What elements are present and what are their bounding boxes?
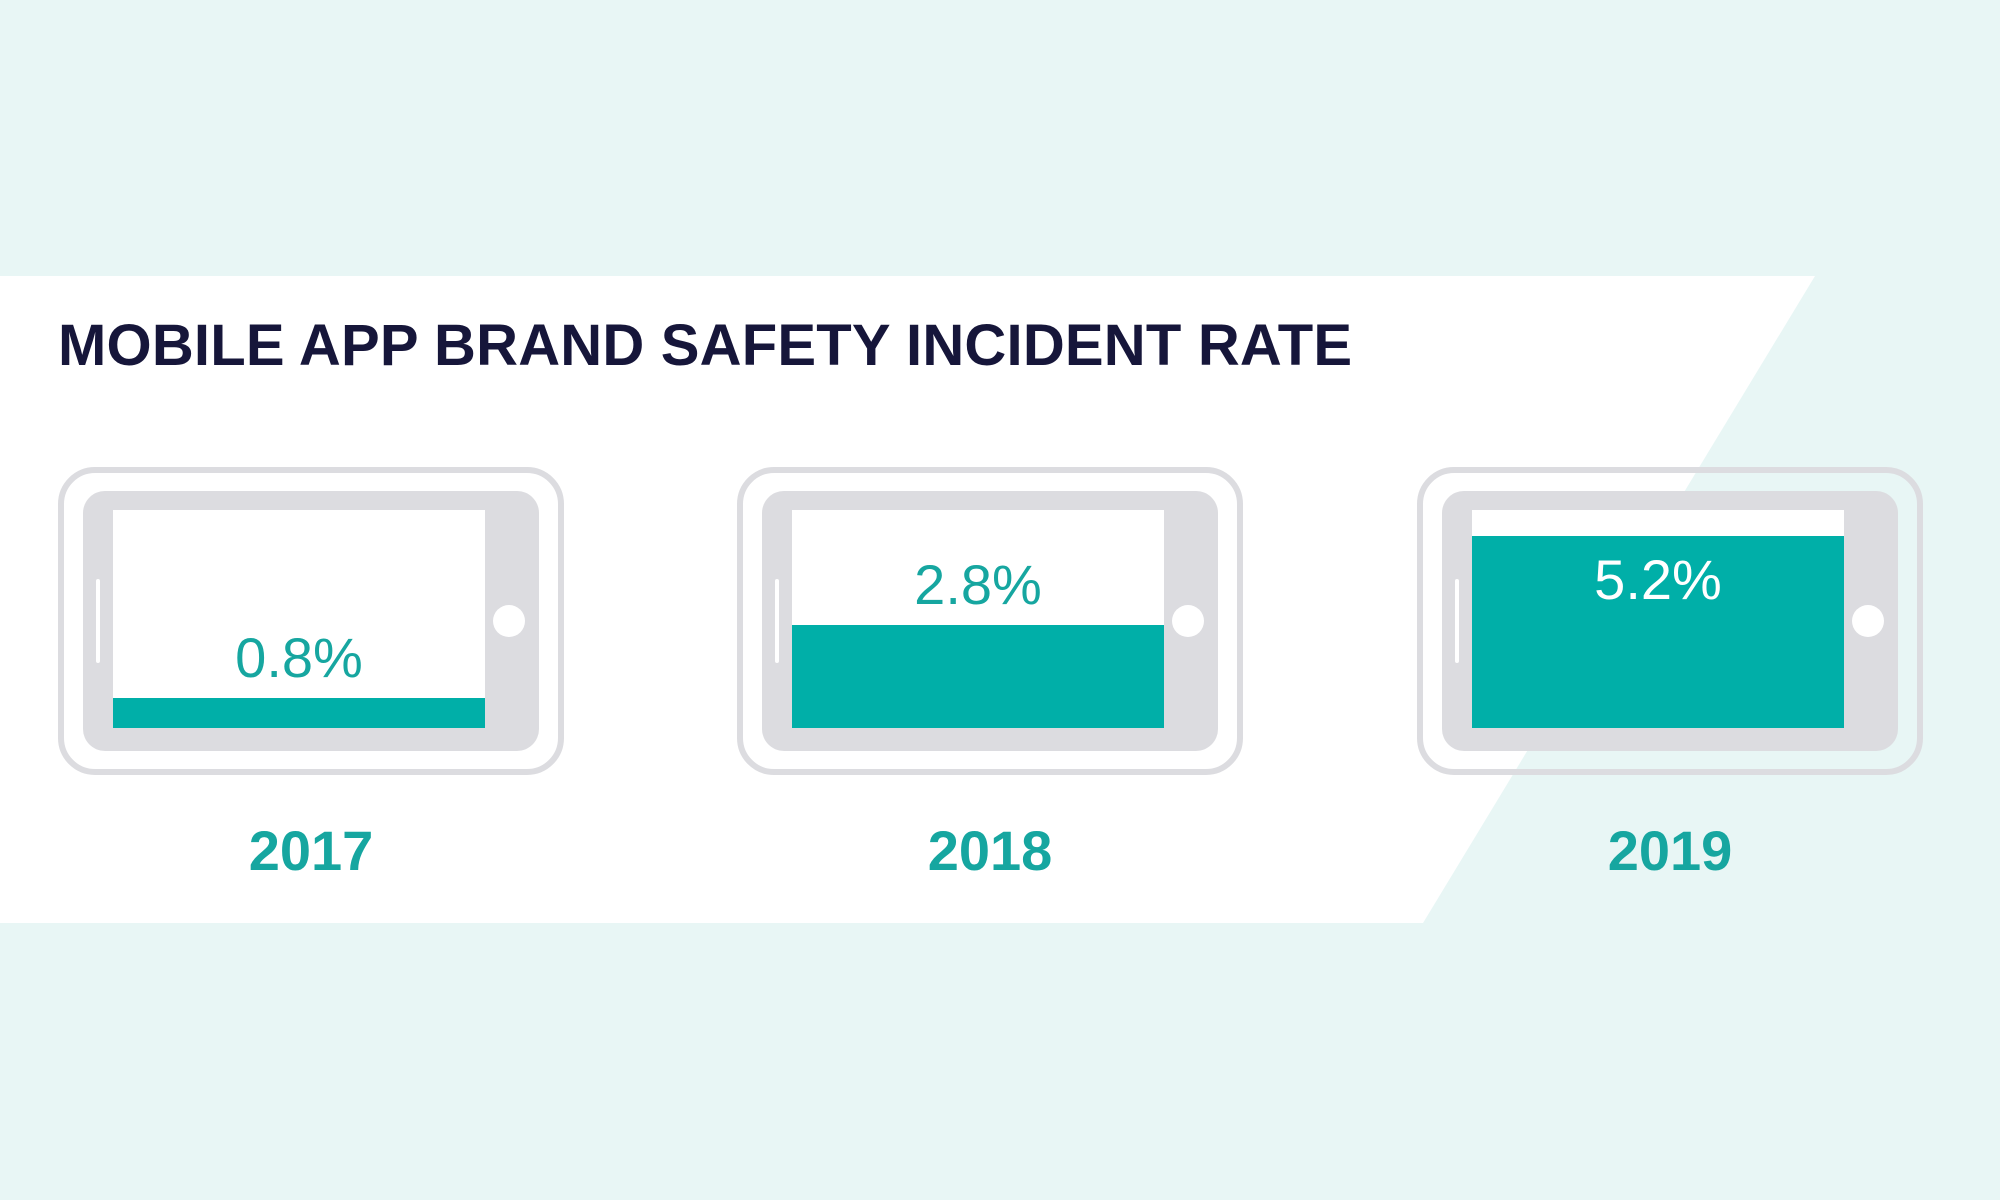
phone-screen: 2.8% [792, 510, 1164, 728]
bar-2018 [792, 625, 1164, 728]
phone-2018: 2.8% [737, 467, 1243, 775]
year-label-2017: 2017 [248, 819, 374, 882]
value-label-2018: 2.8% [914, 553, 1042, 616]
value-label-2019: 5.2% [1594, 548, 1722, 611]
phone-screen: 0.8% [113, 510, 485, 728]
phone-2019: 5.2% [1417, 467, 1923, 775]
chart-title: MOBILE APP BRAND SAFETY INCIDENT RATE [58, 313, 1353, 378]
year-label-2018: 2018 [927, 819, 1053, 882]
phone-screen: 5.2% [1472, 510, 1844, 728]
value-label-2017: 0.8% [235, 626, 363, 689]
bar-2019 [1472, 536, 1844, 728]
bar-2017 [113, 698, 485, 728]
phone-2017: 0.8% [58, 467, 564, 775]
year-label-2019: 2019 [1607, 819, 1733, 882]
